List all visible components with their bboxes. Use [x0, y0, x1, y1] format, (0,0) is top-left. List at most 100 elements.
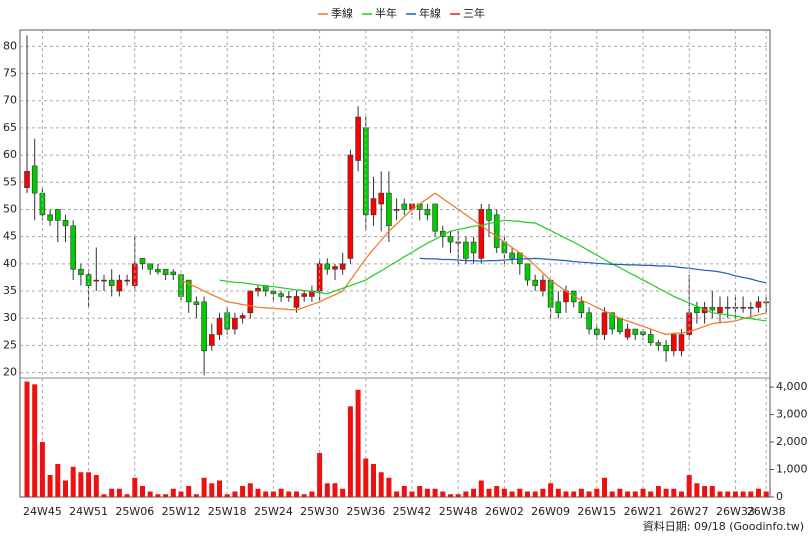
- candle-body: [355, 116, 361, 161]
- volume-bar: [55, 464, 61, 497]
- candle-body: [378, 192, 385, 205]
- candle-body: [509, 252, 515, 259]
- y2-tick-label: 4,000: [776, 380, 808, 393]
- volume-bar: [478, 480, 484, 497]
- candle-body: [216, 317, 223, 335]
- volume-bar: [617, 488, 623, 497]
- y-tick-label: 50: [3, 202, 17, 215]
- candle-body: [339, 263, 346, 270]
- candle-body: [694, 307, 700, 314]
- volume-bar: [317, 453, 323, 497]
- volume-bar: [286, 491, 292, 497]
- y-tick-label: 25: [3, 338, 17, 351]
- legend-label: 年線: [419, 6, 441, 20]
- candle-body: [209, 334, 215, 346]
- candle-body: [201, 301, 207, 352]
- y-tick-label: 80: [3, 39, 17, 52]
- volume-bar: [201, 477, 207, 497]
- y-tick-label: 35: [3, 284, 17, 297]
- volume-bar: [39, 442, 45, 497]
- candle-body: [540, 279, 546, 292]
- volume-bar: [586, 491, 592, 497]
- volume-bar: [224, 494, 230, 497]
- volume-bar: [255, 488, 261, 497]
- ma-line: [219, 219, 767, 322]
- candle-body: [663, 345, 669, 352]
- volume-bar: [209, 483, 215, 497]
- candle-body: [447, 236, 454, 243]
- volume-bar: [517, 488, 523, 497]
- candle-body: [655, 342, 662, 346]
- candle-body: [424, 209, 431, 216]
- x-tick-label: 25W24: [254, 505, 293, 518]
- y2-tick-label: 2,000: [776, 435, 808, 448]
- x-tick-label: 26W21: [624, 505, 663, 518]
- x-tick-label: 24W45: [23, 505, 62, 518]
- candle-body: [139, 258, 146, 265]
- candle-body: [393, 209, 400, 211]
- x-tick-label: 25W48: [439, 505, 478, 518]
- candle-body: [578, 301, 585, 314]
- volume-bar: [501, 488, 507, 497]
- legend-label: 季線: [331, 6, 353, 20]
- candle-body: [747, 307, 754, 309]
- candle-body: [193, 301, 200, 305]
- legend-label: 三年: [463, 6, 485, 20]
- candle-body: [601, 312, 608, 335]
- y-tick-label: 30: [3, 311, 17, 324]
- volume-bar: [147, 491, 153, 497]
- volume-bar: [432, 488, 438, 497]
- y-tick-label: 75: [3, 67, 17, 80]
- candle-body: [255, 287, 261, 292]
- volume-bar: [563, 491, 569, 497]
- volume-bar: [178, 491, 184, 497]
- volume-bar: [93, 475, 99, 497]
- candle-body: [185, 279, 192, 303]
- volume-bar: [155, 494, 161, 497]
- y-tick-label: 45: [3, 230, 17, 243]
- candle-body: [470, 241, 477, 254]
- volume-bar: [140, 486, 145, 497]
- y-tick-label: 55: [3, 175, 17, 188]
- candle-body: [370, 198, 377, 216]
- volume-bar: [32, 384, 38, 497]
- volume-bar: [347, 406, 353, 497]
- x-tick-label: 25W42: [393, 505, 432, 518]
- candle-body: [278, 293, 284, 297]
- volume-bar: [725, 491, 731, 497]
- candle-body: [116, 279, 123, 292]
- y-tick-label: 20: [3, 366, 17, 379]
- x-tick-label: 25W18: [208, 505, 247, 518]
- candle-body: [285, 296, 292, 298]
- candle-body: [31, 165, 38, 194]
- candle-body: [70, 225, 76, 270]
- candle-body: [401, 203, 408, 210]
- volume-bar: [440, 491, 446, 497]
- y-tick-label: 40: [3, 257, 17, 270]
- x-tick-label: 26W15: [577, 505, 616, 518]
- volume-bar: [740, 491, 746, 497]
- volume-bar: [124, 494, 130, 497]
- volume-bar: [193, 494, 199, 497]
- volume-bar: [247, 483, 253, 497]
- volume-bar: [270, 491, 276, 497]
- candle-body: [162, 268, 169, 275]
- volume-bar: [578, 488, 584, 497]
- volume-bar: [686, 475, 692, 497]
- volume-bar: [363, 458, 369, 497]
- candle-body: [755, 301, 762, 308]
- candle-body: [478, 209, 485, 259]
- candle-body: [486, 209, 492, 221]
- candle-body: [132, 263, 138, 286]
- y2-tick-label: 1,000: [776, 463, 808, 476]
- candle-body: [293, 296, 300, 308]
- candle-body: [85, 274, 92, 286]
- y2-tick-label: 3,000: [776, 408, 808, 421]
- volume-bar: [163, 494, 169, 497]
- volume-bar: [240, 486, 246, 497]
- volume-bar: [732, 491, 738, 497]
- candle-body: [647, 334, 654, 343]
- volume-bar: [532, 491, 538, 497]
- volume-bar: [602, 477, 607, 497]
